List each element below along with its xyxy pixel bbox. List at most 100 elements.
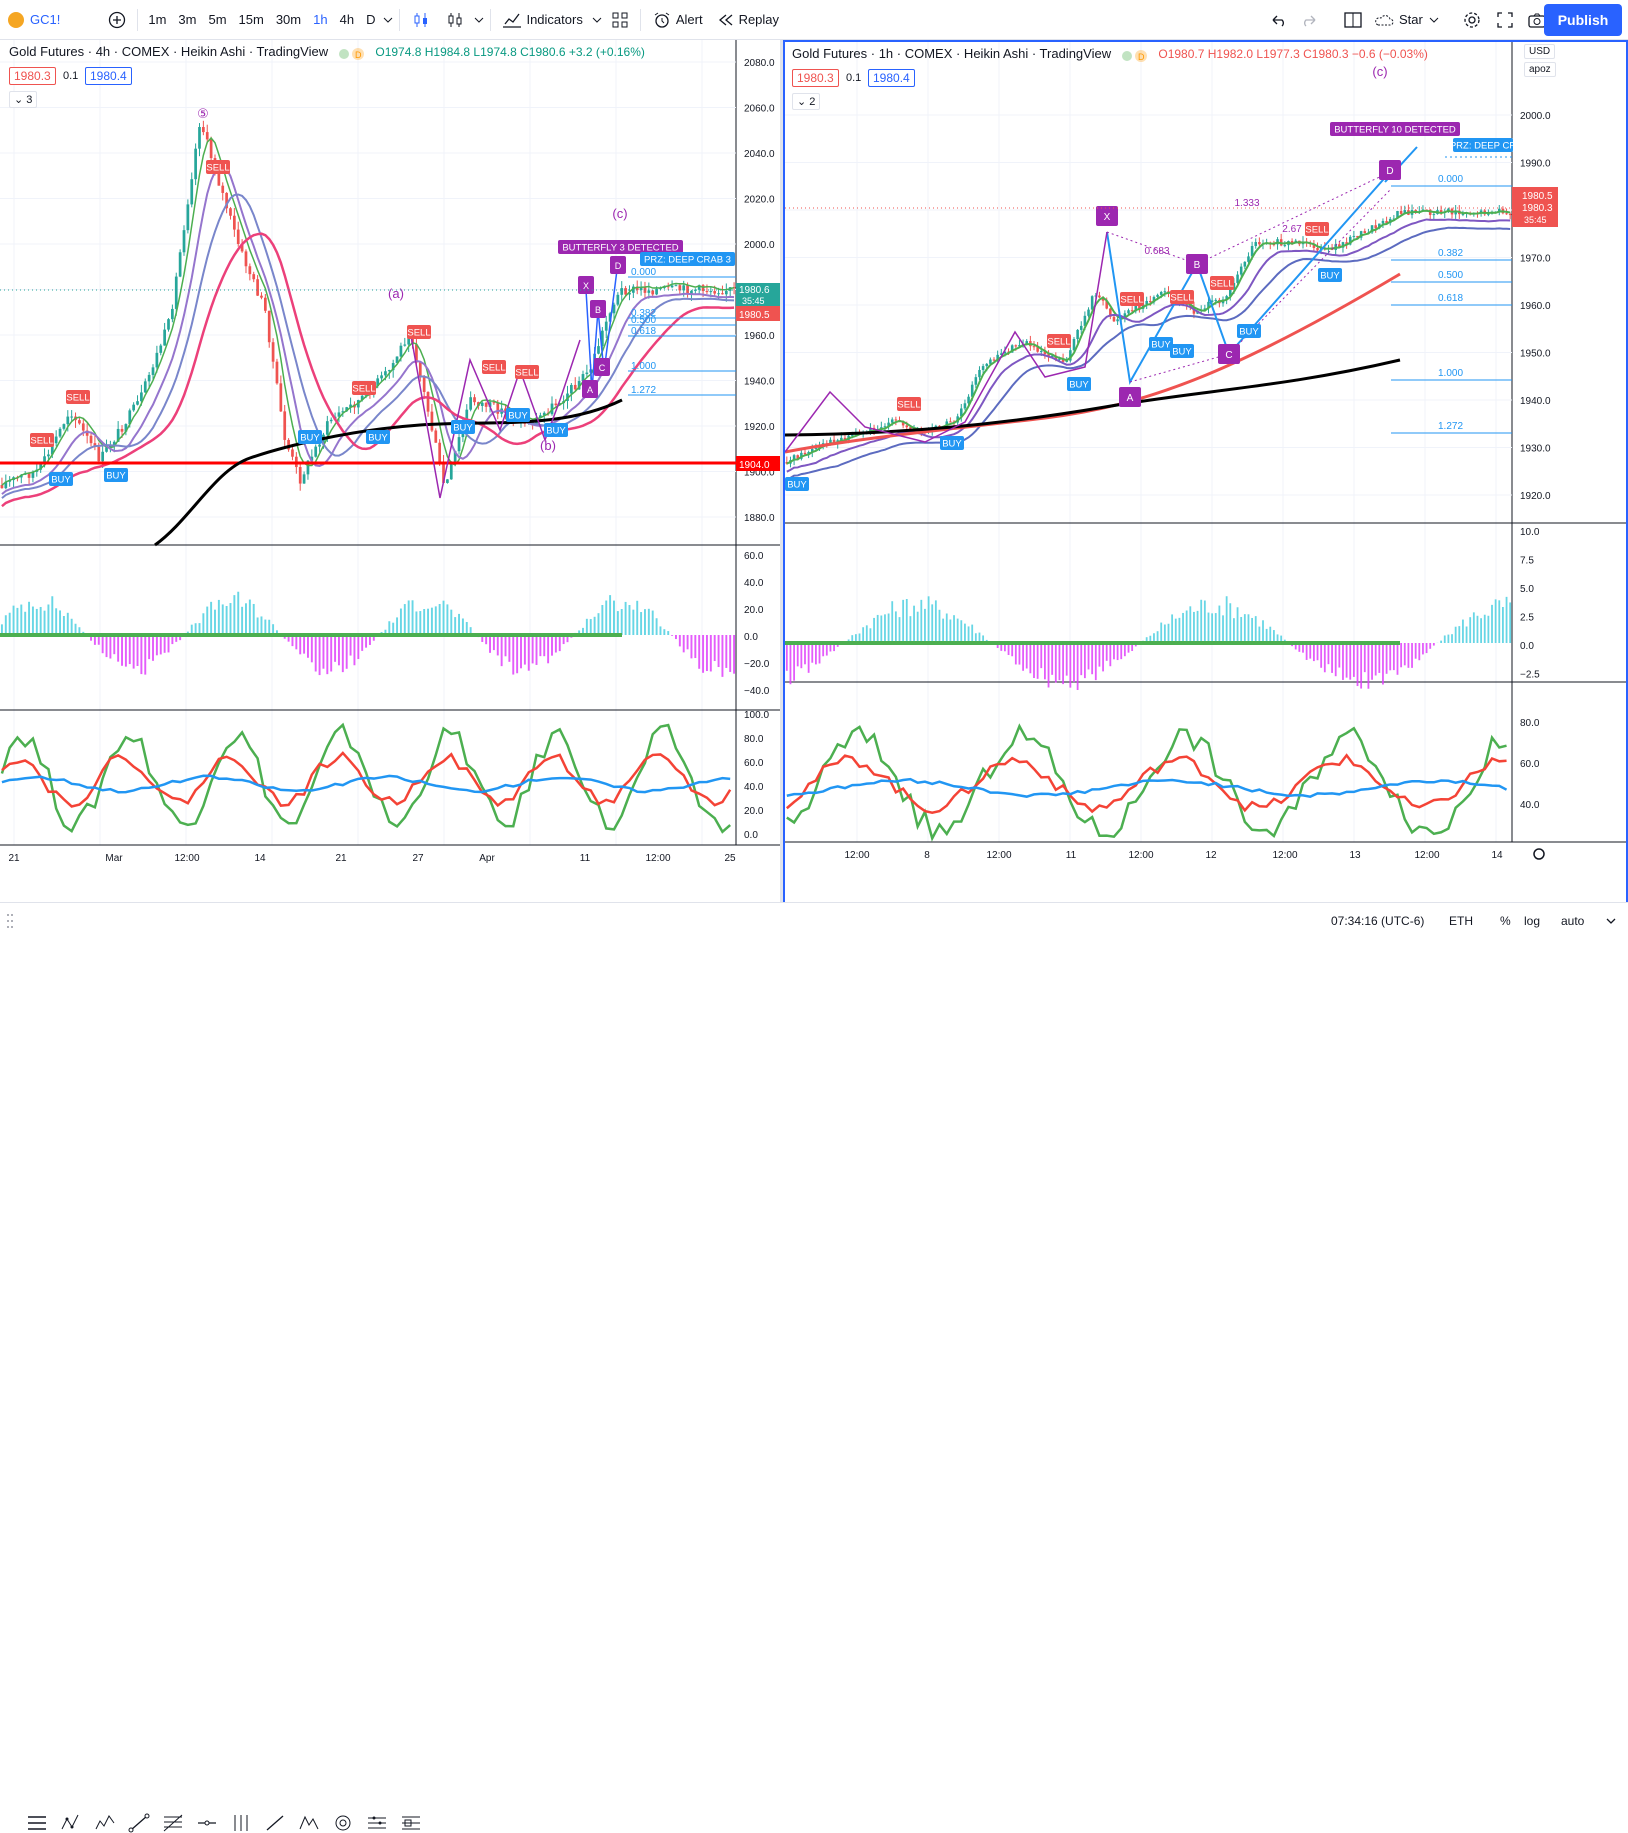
left-chart-pane[interactable]: 2080.02060.02040.02020.02000.01980.01960…	[0, 40, 780, 902]
candle-body	[1058, 358, 1061, 360]
right-bid-box[interactable]: 1980.3	[792, 69, 839, 87]
auto-toggle[interactable]: auto	[1561, 914, 1585, 928]
candle-body	[909, 427, 912, 430]
trend-line-icon[interactable]	[128, 1813, 150, 1833]
right-title-text: Gold Futures · 1h · COMEX · Heikin Ashi …	[792, 46, 1112, 61]
candle-body	[1487, 213, 1490, 215]
pane-divider[interactable]	[780, 40, 783, 902]
vertical-lines-icon[interactable]	[230, 1813, 252, 1833]
ray-icon[interactable]	[264, 1813, 286, 1833]
pattern-point-label: C	[1225, 350, 1232, 361]
layout-name-button[interactable]: Star	[1366, 5, 1446, 35]
mark-price-label: 1980.5	[739, 310, 770, 321]
buy-signal: BUY	[1069, 380, 1089, 391]
collapse-panel-icon[interactable]	[1604, 914, 1618, 928]
undo-icon[interactable]	[1262, 5, 1294, 35]
candle-body	[890, 419, 894, 423]
settings-gear-icon[interactable]	[1456, 5, 1488, 35]
timeframe-D[interactable]: D	[366, 12, 376, 27]
menu-lines-icon[interactable]	[26, 1813, 48, 1833]
timeframe-4h[interactable]: 4h	[339, 12, 355, 27]
pattern-point-marker	[1096, 206, 1118, 226]
candle-body	[147, 374, 151, 382]
log-toggle[interactable]: log	[1524, 914, 1541, 928]
candle-body	[1356, 235, 1359, 238]
timeframe-5m[interactable]: 5m	[208, 12, 227, 27]
time-tick-label: 12:00	[986, 850, 1011, 861]
layout-name-label: Star	[1399, 12, 1423, 27]
timeframe-1h[interactable]: 1h	[313, 12, 328, 27]
timeframe-3m[interactable]: 3m	[178, 12, 197, 27]
currency-select[interactable]: USD	[1524, 44, 1556, 59]
indicators-button[interactable]: Indicators	[495, 5, 589, 35]
price-tick-label: 1960.0	[1520, 301, 1551, 312]
candle-body	[1003, 351, 1007, 354]
symbol-logo-icon	[8, 11, 24, 28]
candle-body	[1069, 350, 1072, 361]
percent-toggle[interactable]: %	[1500, 914, 1511, 928]
projection-icon[interactable]	[400, 1813, 422, 1833]
candle-body	[1039, 350, 1043, 352]
candle-body	[949, 421, 952, 423]
mark-price-label-bg	[736, 306, 780, 321]
chevron-down-icon[interactable]	[590, 5, 604, 35]
clock-label[interactable]: 07:34:16 (UTC-6)	[1331, 914, 1425, 928]
fullscreen-icon[interactable]	[1490, 5, 1520, 35]
scale-mode-select[interactable]: apoz	[1524, 62, 1556, 77]
price-tick-label: 1950.0	[1520, 349, 1551, 360]
candle-body	[938, 425, 941, 427]
xabcd-pattern-icon[interactable]	[298, 1813, 320, 1833]
timeframe-15m[interactable]: 15m	[238, 12, 264, 27]
publish-button[interactable]: Publish	[1544, 4, 1622, 36]
right-ask-box[interactable]: 1980.4	[868, 69, 915, 87]
left-ask-box[interactable]: 1980.4	[85, 67, 132, 85]
alert-button[interactable]: Alert	[645, 5, 710, 35]
elliott-wave-icon[interactable]	[94, 1813, 116, 1833]
timeframe-1m[interactable]: 1m	[148, 12, 167, 27]
candle-body	[260, 295, 263, 298]
cloud-icon	[1375, 14, 1394, 25]
left-indicators-collapse[interactable]: ⌄ 3	[9, 91, 38, 108]
fib-level-label: 0.500	[1438, 270, 1463, 281]
rewind-icon	[718, 14, 732, 25]
horizontal-line-icon[interactable]	[196, 1813, 218, 1833]
chevron-down-icon[interactable]	[381, 5, 395, 35]
sell-signal-bg	[897, 397, 921, 411]
left-chart-canvas[interactable]: 2080.02060.02040.02020.02000.01980.01960…	[0, 40, 780, 902]
buy-signal-bg	[544, 423, 568, 437]
session-label[interactable]: ETH	[1449, 914, 1473, 928]
replay-button[interactable]: Replay	[710, 5, 786, 35]
templates-grid-icon[interactable]	[604, 5, 636, 35]
left-bid-box[interactable]: 1980.3	[9, 67, 56, 85]
ratio-label: 2.67	[1282, 224, 1302, 235]
fib-level-label: 0.382	[631, 308, 656, 319]
candle-body	[1454, 210, 1457, 215]
compare-add-icon[interactable]	[101, 5, 133, 35]
pattern-icon[interactable]	[60, 1813, 82, 1833]
candle-body	[655, 288, 658, 295]
cycle-icon[interactable]	[332, 1813, 354, 1833]
layout-split-icon[interactable]	[1336, 5, 1370, 35]
candle-body	[256, 279, 259, 296]
candle-body	[163, 329, 166, 346]
symbol-search[interactable]: GC1!	[0, 5, 67, 35]
right-chart-canvas[interactable]: 2000.01990.01980.01970.01960.01950.01940…	[785, 42, 1626, 902]
bar-type-icon[interactable]	[438, 5, 472, 35]
long-position-icon[interactable]	[366, 1813, 388, 1833]
right-indicators-collapse[interactable]: ⌄ 2	[792, 93, 821, 110]
candle-type-icon[interactable]	[404, 5, 438, 35]
fib-retracement-icon[interactable]	[162, 1813, 184, 1833]
buy-signal: BUY	[1239, 327, 1259, 338]
redo-icon[interactable]	[1294, 5, 1326, 35]
drag-handle-icon[interactable]	[6, 912, 14, 930]
candle-body	[850, 434, 854, 436]
candle-body	[190, 179, 194, 205]
buy-signal-bg	[104, 468, 128, 482]
price-tick-label: 1900.0	[744, 468, 775, 479]
right-chart-pane[interactable]: 2000.01990.01980.01970.01960.01950.01940…	[783, 40, 1628, 902]
candle-body	[287, 439, 290, 450]
left-spread: 0.1	[63, 70, 79, 82]
chevron-down-icon[interactable]	[472, 5, 486, 35]
candle-body	[465, 409, 469, 426]
timeframe-30m[interactable]: 30m	[275, 12, 302, 27]
